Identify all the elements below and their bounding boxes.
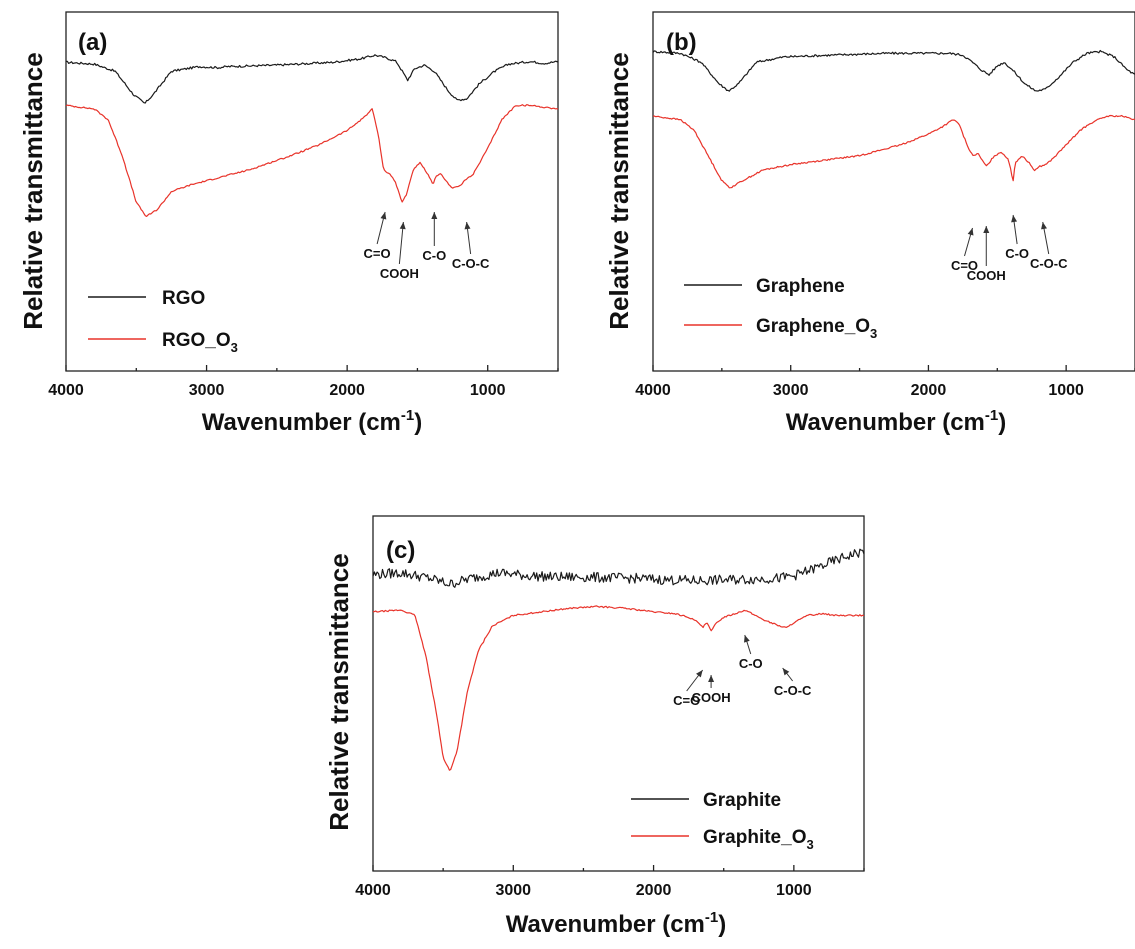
panel-b-x-axis-label-end: ) — [998, 409, 1006, 436]
panel-b-annotation-cooh: COOH — [967, 268, 1006, 283]
panel-a-annotation-arrowhead-c-o — [380, 211, 387, 220]
panel-c-annotation-arrowhead-c-o — [696, 669, 703, 678]
panel-b-annotation-arrowhead-c-o — [967, 227, 974, 236]
panel-a-frame — [65, 11, 559, 372]
panel-b-annotation-arrowhead-cooh — [983, 226, 990, 233]
panel-c-annotation-c-o-c: C-O-C — [774, 683, 812, 698]
panel-a-x-tick-label-2000: 2000 — [329, 382, 365, 399]
panel-b-annotation-c-o: C=O — [951, 258, 978, 273]
panel-b-x-axis-label: Wavenumber (cm-1) — [786, 407, 1007, 436]
panel-b-x-tick-label-3000: 3000 — [773, 382, 809, 399]
panel-a-annotation-arrow-cooh — [398, 221, 404, 265]
panel-b-ticks: 4000 3000 2000 1000 — [635, 365, 1135, 399]
panel-c-legend-name-graphite-o3: Graphite_O — [703, 827, 806, 848]
panel-c-annotation-c-o: C-O — [739, 656, 763, 671]
panel-c-legend: Graphite Graphite_O3 — [631, 790, 814, 852]
panel-b-legend-sub-graphene-o3: 3 — [870, 326, 877, 341]
panel-b-label: (b) — [666, 29, 697, 56]
panel-a-series-rgo-o3-line — [65, 104, 559, 217]
panel-a-annotation-c-o-c: C-O-C — [452, 256, 490, 271]
panel-b-frame — [652, 11, 1135, 372]
panel-c-label: (c) — [386, 537, 415, 564]
panel-a-annotation-c-o: C-O — [422, 248, 446, 263]
panel-c-annotation-arrowhead-c-o-c — [782, 668, 790, 676]
panel-a-annotation-arrowhead-c-o — [431, 212, 438, 219]
panel-b-annotation-arrowhead-c-o — [1011, 215, 1018, 223]
panel-b-x-axis-label-sup: -1 — [985, 407, 998, 424]
panel-a-x-axis-label-end: ) — [414, 409, 422, 436]
panel-c-ticks: 4000 3000 2000 1000 — [355, 865, 865, 899]
panel-c-legend-sub-graphite-o3: 3 — [806, 837, 813, 852]
panel-b-series-layer — [652, 49, 1135, 189]
panel-c-annotation-arrowhead-cooh — [708, 675, 715, 682]
panel-c-annotation-c-o: C=O — [673, 693, 700, 708]
panel-c-series-layer — [372, 548, 865, 771]
panel-a-x-axis-label-sup: -1 — [401, 407, 414, 424]
panel-b-legend-label-graphene-o3: Graphene_O3 — [756, 316, 877, 341]
panel-a-x-axis-label-main: Wavenumber (cm — [202, 409, 401, 436]
panel-c-x-axis-label: Wavenumber (cm-1) — [506, 909, 727, 938]
panel-b-x-axis-label-main: Wavenumber (cm — [786, 409, 985, 436]
panel-c-y-axis-label: Relative transmittance — [324, 553, 354, 830]
panel-c-x-tick-label-4000: 4000 — [355, 882, 391, 899]
panel-b-y-axis-label: Relative transmittance — [604, 52, 634, 329]
panel-c-frame — [372, 515, 865, 872]
panel-a-legend-label-rgo-o3: RGO_O3 — [162, 330, 238, 355]
panel-a-series-rgo-line — [66, 54, 559, 104]
panel-c-legend-name-graphite: Graphite — [703, 790, 781, 811]
panel-c-x-tick-label-3000: 3000 — [495, 882, 531, 899]
panel-b-series-graphene-line — [652, 49, 1135, 92]
panel-c-x-tick-label-1000: 1000 — [776, 882, 812, 899]
panel-b-annotation-arrowhead-c-o-c — [1041, 222, 1047, 230]
panel-a-series-layer — [65, 54, 559, 217]
panel-b-legend: Graphene Graphene_O3 — [684, 276, 877, 341]
panel-a-x-tick-label-4000: 4000 — [48, 382, 84, 399]
panel-b-x-tick-label-1000: 1000 — [1048, 382, 1084, 399]
panel-c-x-axis-label-sup: -1 — [705, 909, 718, 926]
panel-c-x-axis-label-main: Wavenumber (cm — [506, 911, 705, 938]
panel-a-annotation-arrowhead-c-o-c — [464, 221, 471, 230]
panel-b-x-tick-label-2000: 2000 — [911, 382, 947, 399]
panel-a-label: (a) — [78, 29, 107, 56]
panel-a-legend-name-rgo-o3: RGO_O — [162, 330, 231, 351]
panel-a-annotation-c-o: C=O — [364, 246, 391, 261]
panel-a-legend: RGO RGO_O3 — [88, 288, 238, 355]
panel-a-x-axis-label: Wavenumber (cm-1) — [202, 407, 423, 436]
panel-a-legend-name-rgo: RGO — [162, 288, 205, 309]
panel-a-x-tick-label-1000: 1000 — [470, 382, 506, 399]
panel-c-annotation-cooh: COOH — [692, 690, 731, 705]
panel-c-annotation-arrowhead-c-o — [744, 635, 750, 643]
panel-b-x-tick-label-4000: 4000 — [635, 382, 671, 399]
panel-c-legend-label-graphite: Graphite — [703, 790, 781, 811]
panel-a-legend-sub-rgo-o3: 3 — [231, 340, 238, 355]
panel-a-ticks: 4000 3000 2000 1000 — [48, 365, 559, 399]
panel-a-x-tick-label-3000: 3000 — [189, 382, 225, 399]
panel-c-legend-label-graphite-o3: Graphite_O3 — [703, 827, 814, 852]
panel-a-annotation-cooh: COOH — [380, 266, 419, 281]
panel-b-annotation-c-o-c: C-O-C — [1030, 256, 1068, 271]
panel-b-legend-label-graphene: Graphene — [756, 276, 845, 297]
panel-c-x-tick-label-2000: 2000 — [636, 882, 672, 899]
panel-a-legend-label-rgo: RGO — [162, 288, 205, 309]
panel-c-x-axis-label-end: ) — [718, 911, 726, 938]
panel-c-series-graphite-o3-line — [372, 605, 865, 771]
panel-b-legend-name-graphene-o3: Graphene_O — [756, 316, 870, 337]
panel-a-annotation-arrowhead-cooh — [399, 221, 406, 230]
panel-c-series-graphite-line — [372, 548, 865, 588]
panel-b-legend-name-graphene: Graphene — [756, 276, 845, 297]
panel-b-series-graphene-o3-line — [652, 114, 1135, 189]
panel-b-annotation-c-o: C-O — [1005, 246, 1029, 261]
panel-a-y-axis-label: Relative transmittance — [18, 52, 48, 329]
